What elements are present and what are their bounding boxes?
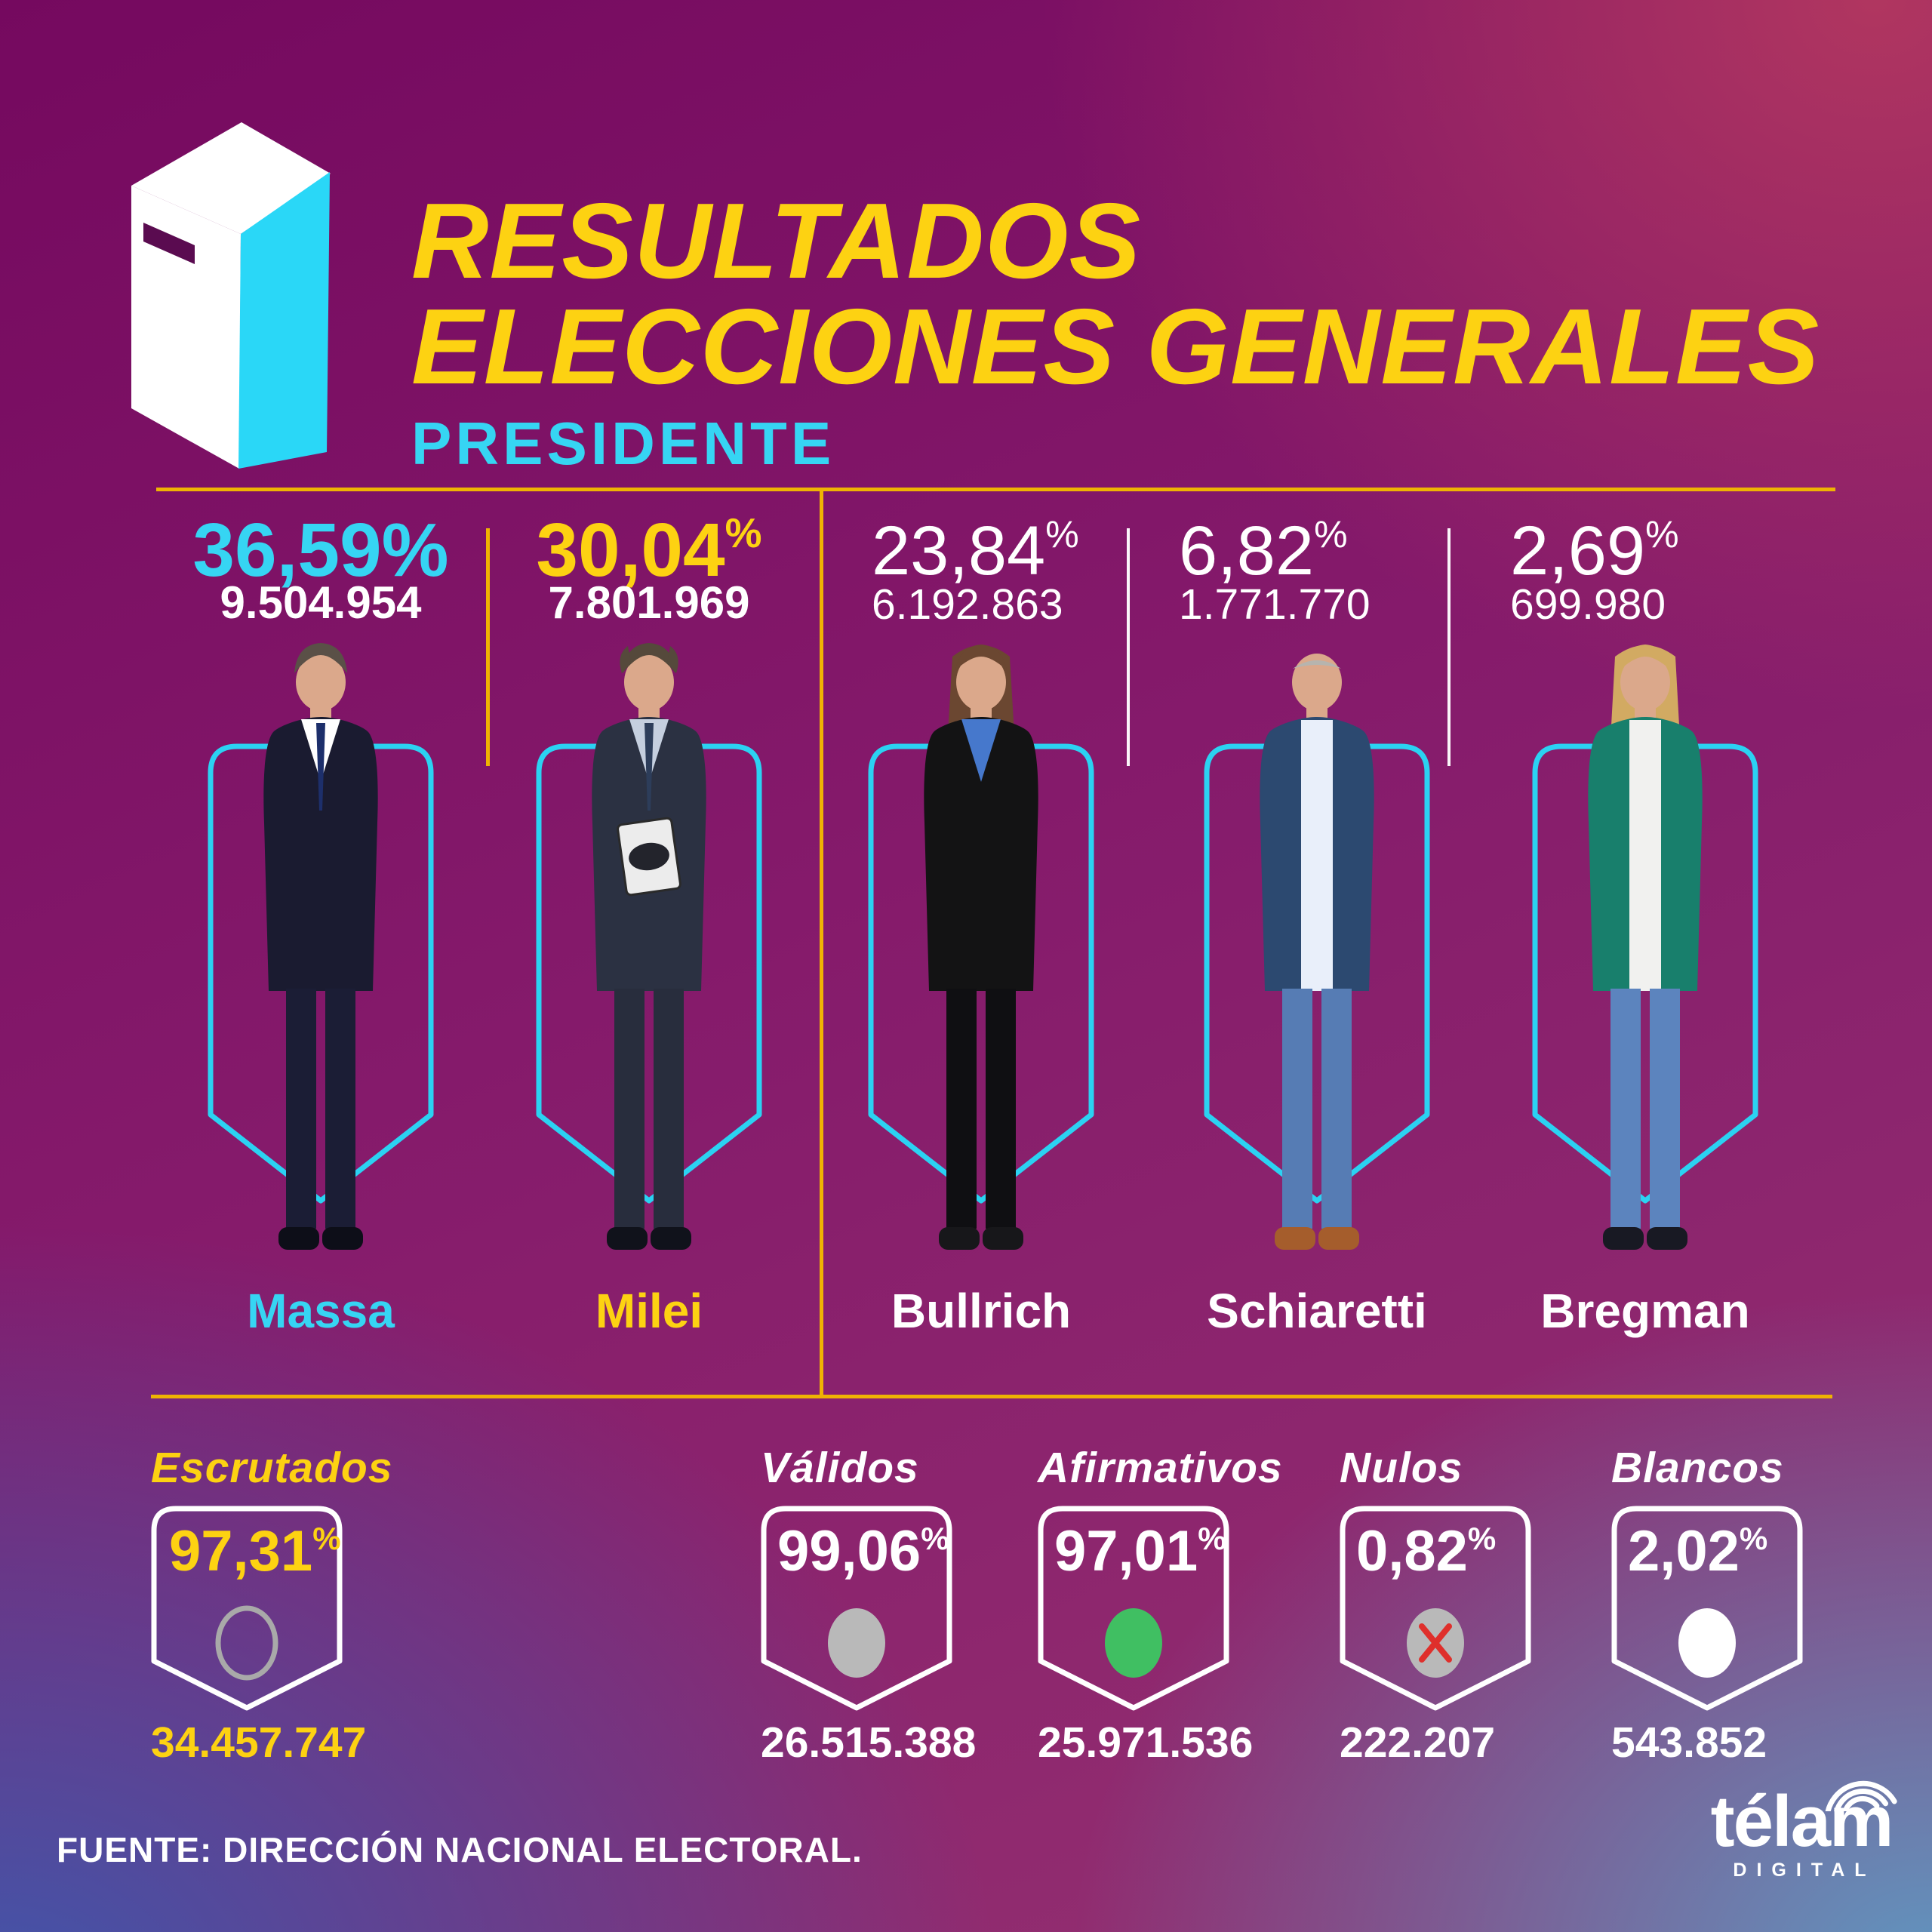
candidate-photo-bullrich bbox=[924, 645, 1038, 1250]
page-title: RESULTADOS ELECCIONES GENERALES PRESIDEN… bbox=[411, 181, 1820, 477]
bottom-rule bbox=[151, 1395, 1832, 1398]
percentage-schiaretti: 6,82% bbox=[1179, 512, 1348, 589]
wifi-arcs-icon bbox=[1824, 1780, 1897, 1811]
percentage-milei: 30,04% bbox=[536, 508, 762, 592]
top-rule bbox=[156, 488, 1835, 491]
stat-label-afirmativos: Afirmativos bbox=[1038, 1444, 1283, 1492]
stat-pct-afirmativos: 97,01% bbox=[1054, 1519, 1226, 1583]
stat-badge-blancos bbox=[1611, 1506, 1803, 1711]
candidate-photo-massa bbox=[263, 643, 378, 1250]
ballot-box-icon bbox=[131, 122, 331, 469]
percentage-bullrich: 23,84% bbox=[872, 512, 1079, 589]
stat-pct-validos: 99,06% bbox=[777, 1519, 949, 1583]
candidate-name-massa: Massa bbox=[247, 1284, 395, 1338]
brand-subtitle: DIGITAL bbox=[1733, 1860, 1876, 1881]
stat-badge-nulos bbox=[1340, 1506, 1531, 1711]
candidate-frame-bregman bbox=[1532, 743, 1758, 1204]
circle-gray-icon bbox=[828, 1608, 885, 1678]
candidate-frame-massa bbox=[208, 743, 434, 1204]
candidate-frame-schiaretti bbox=[1204, 743, 1430, 1204]
stat-badge-validos bbox=[761, 1506, 952, 1711]
massa-milei-divider bbox=[486, 528, 490, 766]
telam-logo: télam DIGITAL bbox=[1707, 1780, 1897, 1881]
ballot-slot bbox=[143, 223, 195, 264]
stat-pct-escrutados: 97,31% bbox=[169, 1519, 341, 1583]
bullrich-schiaretti-divider bbox=[1127, 528, 1130, 766]
candidate-frame-milei bbox=[536, 743, 762, 1204]
stat-badge-escrutados bbox=[151, 1506, 343, 1711]
stat-total-escrutados: 34.457.747 bbox=[151, 1718, 367, 1767]
circle-white-icon bbox=[1678, 1608, 1736, 1678]
title-line-1: RESULTADOS bbox=[411, 181, 1142, 301]
stat-label-escrutados: Escrutados bbox=[151, 1444, 393, 1492]
subtitle-presidente: PRESIDENTE bbox=[411, 410, 835, 477]
percentage-bregman: 2,69% bbox=[1510, 512, 1679, 589]
source-note: FUENTE: DIRECCIÓN NACIONAL ELECTORAL. bbox=[57, 1830, 863, 1869]
votes-bullrich: 6.192.863 bbox=[872, 580, 1063, 629]
candidate-photo-schiaretti bbox=[1260, 654, 1374, 1250]
candidate-photo-milei bbox=[592, 643, 706, 1250]
stat-label-nulos: Nulos bbox=[1340, 1444, 1463, 1492]
stat-label-blancos: Blancos bbox=[1611, 1444, 1784, 1492]
title-line-2: ELECCIONES GENERALES bbox=[411, 287, 1820, 407]
circle-outline-icon bbox=[215, 1605, 278, 1681]
stat-label-validos: Válidos bbox=[761, 1444, 919, 1492]
votes-schiaretti: 1.771.770 bbox=[1179, 580, 1371, 629]
votes-milei: 7.801.969 bbox=[548, 577, 750, 628]
candidate-name-bregman: Bregman bbox=[1540, 1284, 1750, 1338]
votes-massa: 9.504.954 bbox=[220, 577, 422, 628]
stat-total-nulos: 222.207 bbox=[1340, 1718, 1496, 1767]
circle-green-icon bbox=[1105, 1608, 1162, 1678]
main-vertical-divider bbox=[820, 488, 823, 1398]
stat-pct-nulos: 0,82% bbox=[1356, 1519, 1497, 1583]
votes-bregman: 699.980 bbox=[1510, 580, 1666, 629]
stat-total-blancos: 543.852 bbox=[1611, 1718, 1767, 1767]
stat-badge-afirmativos bbox=[1038, 1506, 1229, 1711]
stat-total-validos: 26.515.388 bbox=[761, 1718, 977, 1767]
stat-pct-blancos: 2,02% bbox=[1628, 1519, 1768, 1583]
candidate-photo-bregman bbox=[1588, 645, 1703, 1250]
candidate-name-schiaretti: Schiaretti bbox=[1207, 1284, 1427, 1338]
percentage-massa: 36,59% bbox=[192, 508, 449, 592]
schiaretti-bregman-divider bbox=[1447, 528, 1451, 766]
candidate-frame-bullrich bbox=[868, 743, 1094, 1204]
candidate-name-milei: Milei bbox=[595, 1284, 703, 1338]
stat-total-afirmativos: 25.971.536 bbox=[1038, 1718, 1254, 1767]
candidate-name-bullrich: Bullrich bbox=[891, 1284, 1072, 1338]
